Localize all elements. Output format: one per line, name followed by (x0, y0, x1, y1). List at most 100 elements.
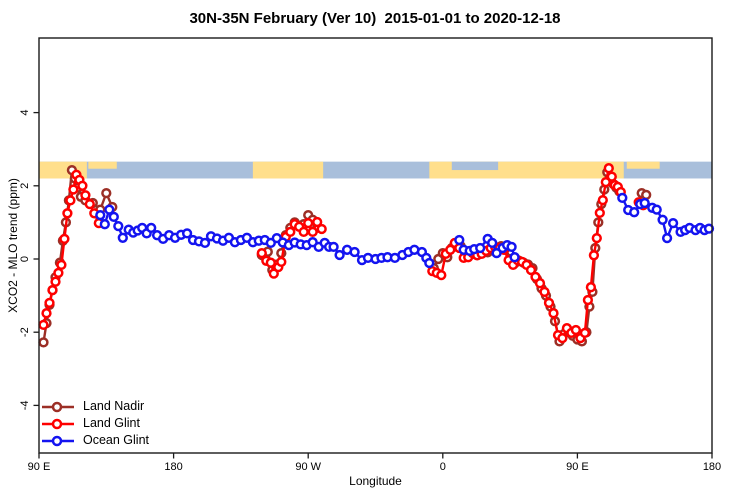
data-point (108, 211, 119, 223)
x-tick-label: 90 W (295, 461, 321, 473)
y-tick-label: 4 (19, 110, 31, 116)
data-point (454, 234, 465, 246)
data-point (146, 222, 157, 234)
data-point (651, 204, 662, 215)
data-point (44, 297, 55, 309)
x-tick-label: 90 E (566, 461, 589, 473)
data-point (594, 207, 605, 219)
data-point (548, 308, 559, 319)
legend-marker-icon (42, 401, 74, 412)
data-point (77, 180, 88, 191)
data-point (95, 209, 106, 221)
data-point (539, 286, 550, 298)
x-tick-label: 180 (703, 461, 721, 473)
data-point (41, 308, 52, 319)
data-point (256, 247, 267, 259)
data-point (62, 208, 73, 219)
data-point (657, 214, 668, 225)
data-point (639, 197, 650, 209)
legend: Land Nadir Land Glint Ocean Glint (41, 398, 149, 449)
data-point (47, 284, 58, 296)
data-point (509, 252, 520, 263)
data-point (117, 232, 128, 243)
data-point (487, 237, 498, 249)
data-point (703, 223, 715, 234)
data-point (641, 189, 652, 201)
data-point (181, 228, 193, 239)
data-point (588, 250, 600, 261)
data-point (101, 187, 112, 199)
data-point (276, 256, 287, 268)
y-axis-label: XCO2 - MLO trend (ppm) (6, 178, 20, 313)
legend-label: Land Nadir (83, 399, 145, 413)
y-tick-label: -4 (19, 401, 31, 411)
plot-title: 30N-35N February (Ver 10) 2015-01-01 to … (189, 10, 561, 27)
data-point (543, 297, 555, 309)
data-point (349, 246, 360, 258)
data-point (617, 192, 628, 204)
legend-item: Ocean Glint (41, 432, 149, 449)
data-point (606, 171, 617, 182)
series-land-nadir (38, 164, 652, 348)
map-band-mediterranean (451, 161, 499, 171)
data-point (424, 257, 435, 269)
data-point (334, 249, 345, 261)
plot-box (38, 37, 713, 454)
data-point (59, 233, 70, 245)
y-tick-label: 0 (19, 256, 31, 262)
data-point (303, 217, 314, 229)
data-point (316, 223, 327, 235)
data-point (436, 269, 447, 281)
data-point (603, 163, 614, 174)
data-point (585, 282, 597, 293)
data-point (525, 264, 537, 276)
data-point (506, 241, 517, 253)
data-point (534, 278, 546, 289)
data-point (53, 267, 64, 279)
data-point (68, 184, 79, 195)
x-tick-label: 180 (164, 461, 182, 473)
data-point (579, 327, 591, 339)
data-point (570, 324, 582, 336)
data-point (307, 226, 318, 238)
y-tick-label: 2 (19, 183, 31, 189)
data-point (475, 242, 486, 254)
x-tick-label: 90 E (28, 461, 51, 473)
data-point (38, 337, 49, 348)
data-point (99, 219, 110, 230)
legend-label: Ocean Glint (83, 433, 150, 447)
series-ocean-glint (95, 192, 715, 269)
data-point (285, 226, 296, 238)
map-band-island-fringe (88, 161, 117, 169)
legend-label: Land Glint (83, 416, 140, 430)
data-point (600, 176, 611, 188)
data-point (38, 319, 49, 331)
data-point (661, 232, 673, 244)
data-point (265, 257, 276, 268)
data-point (268, 268, 279, 279)
data-point (104, 204, 115, 215)
data-point (50, 276, 61, 287)
data-point (199, 237, 211, 249)
x-axis-label: Longitude (349, 474, 402, 488)
data-point (56, 259, 67, 271)
legend-item: Land Nadir (41, 398, 149, 415)
data-point (328, 241, 339, 253)
data-point (80, 190, 91, 201)
data-point (298, 226, 309, 238)
data-point (582, 294, 594, 306)
legend-marker-icon (42, 418, 74, 429)
data-point (445, 244, 456, 255)
data-point (591, 232, 602, 244)
legend-item: Land Glint (41, 415, 149, 432)
data-point (667, 217, 679, 229)
x-tick-label: 0 (440, 461, 446, 473)
data-point (65, 195, 76, 206)
legend-marker-icon (42, 435, 74, 446)
data-point (629, 207, 640, 218)
data-point (312, 216, 323, 228)
data-point (597, 194, 608, 206)
y-tick-label: -2 (19, 327, 31, 337)
